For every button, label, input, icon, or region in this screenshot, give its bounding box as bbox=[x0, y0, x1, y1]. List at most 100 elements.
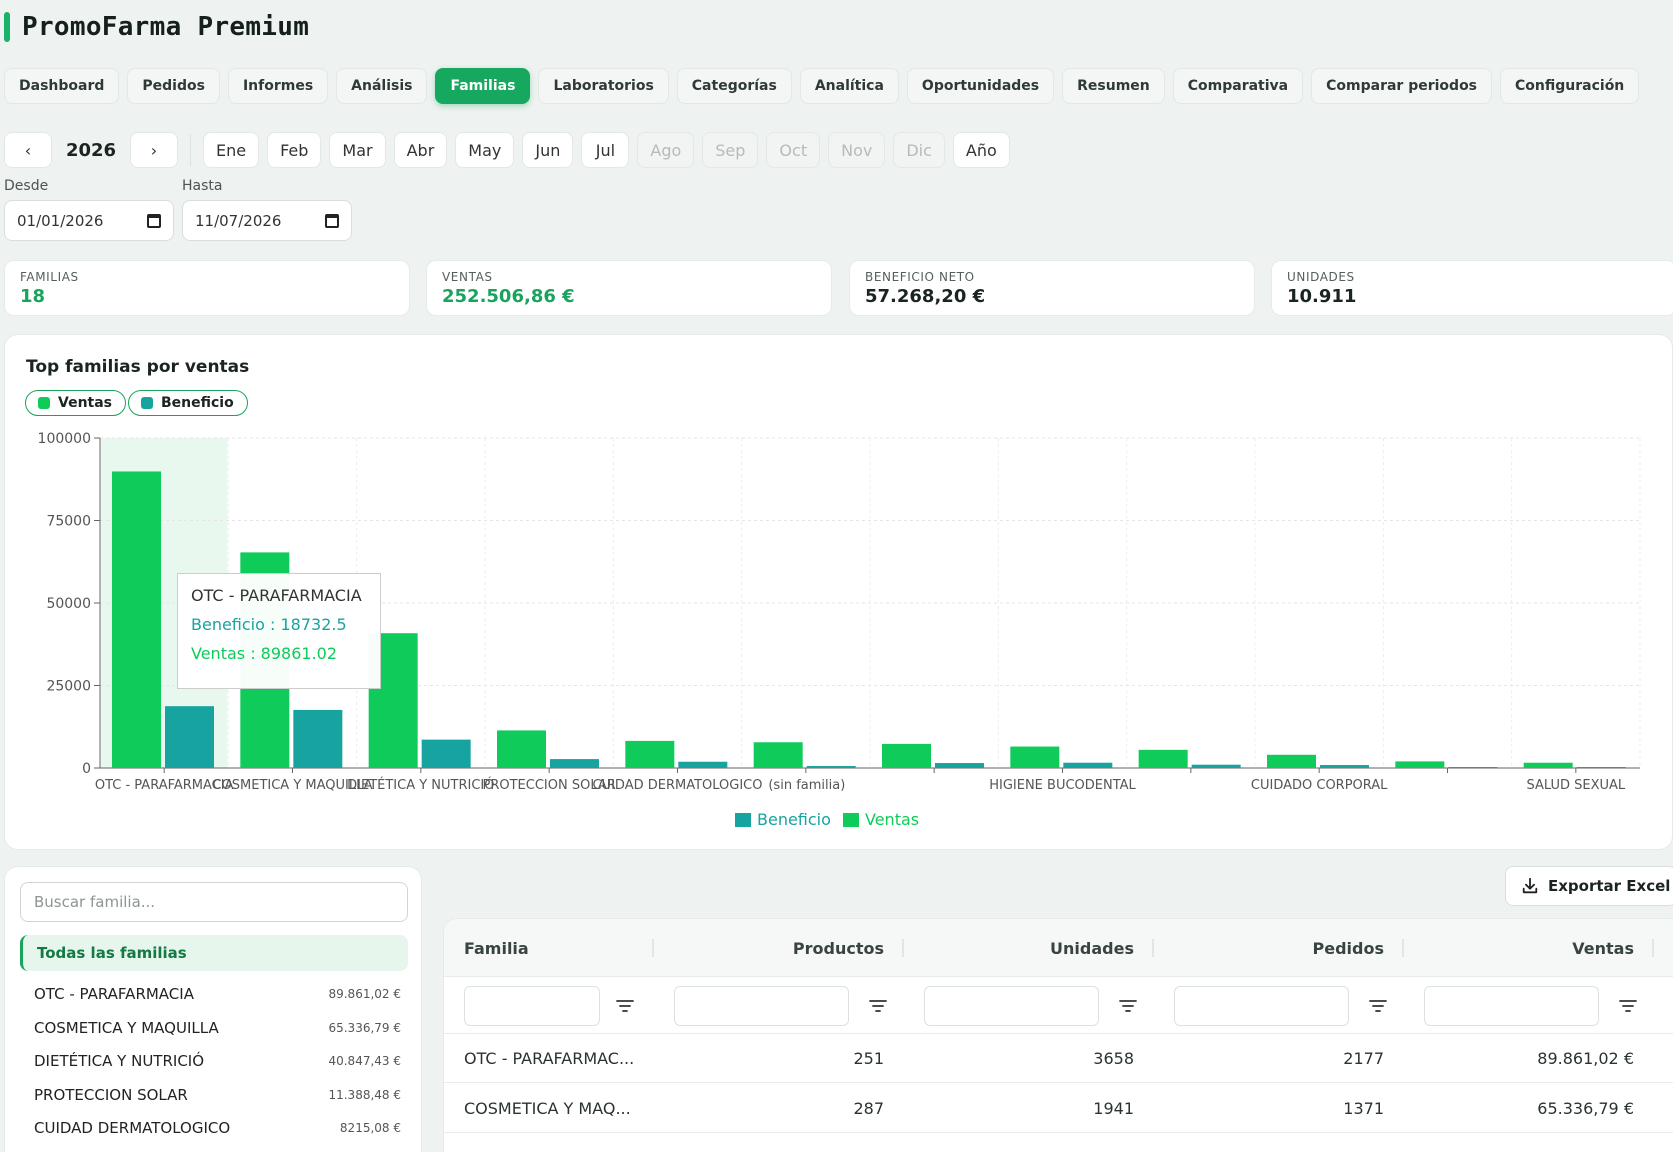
table-row[interactable]: COSMETICA Y MAQ... 287 1941 1371 65.336,79 € bbox=[444, 1084, 1673, 1133]
month-button-abr[interactable]: Abr bbox=[393, 132, 448, 168]
bar-ventas bbox=[1138, 749, 1188, 768]
tab-pedidos[interactable]: Pedidos bbox=[127, 68, 220, 104]
column-header-pedidos[interactable]: Pedidos bbox=[1312, 938, 1384, 958]
table-row[interactable]: OTC - PARAFARMAC... 251 3658 2177 89.861,02 … bbox=[444, 1034, 1673, 1083]
chart-tooltip: OTC - PARAFARMACIA Beneficio : 18732.5 V… bbox=[177, 573, 381, 689]
tab-laboratorios[interactable]: Laboratorios bbox=[538, 68, 669, 104]
from-date-label: Desde bbox=[4, 178, 49, 194]
bar-beneficio bbox=[1063, 762, 1113, 768]
x-tick-label: SALUD SEXUAL bbox=[1526, 778, 1625, 793]
calendar-icon[interactable] bbox=[325, 213, 339, 228]
family-list-item[interactable]: OTC - PARAFARMACIA 89.861,02 € bbox=[34, 978, 401, 1010]
column-separator[interactable] bbox=[652, 939, 654, 957]
toggle-beneficio[interactable]: Beneficio bbox=[128, 390, 248, 416]
column-separator[interactable] bbox=[902, 939, 904, 957]
column-separator[interactable] bbox=[1402, 939, 1404, 957]
column-filter-input[interactable] bbox=[674, 986, 849, 1026]
kpi-value: 18 bbox=[20, 286, 46, 307]
column-filter-input[interactable] bbox=[464, 986, 600, 1026]
tab-analítica[interactable]: Analítica bbox=[799, 68, 899, 104]
bar-beneficio bbox=[1576, 767, 1626, 768]
from-date-input[interactable]: 01/01/2026 bbox=[4, 200, 174, 241]
legend-swatch-ventas bbox=[843, 813, 859, 827]
month-button-jun[interactable]: Jun bbox=[522, 132, 574, 168]
filter-icon[interactable] bbox=[1619, 999, 1637, 1013]
y-tick-label: 75000 bbox=[46, 514, 91, 530]
column-separator[interactable] bbox=[1652, 939, 1654, 957]
from-date-value: 01/01/2026 bbox=[17, 211, 104, 230]
tab-comparar-periodos[interactable]: Comparar periodos bbox=[1311, 68, 1493, 104]
cell-pedidos: 1371 bbox=[1343, 1099, 1384, 1118]
column-header-familia[interactable]: Familia bbox=[464, 938, 529, 958]
tab-dashboard[interactable]: Dashboard bbox=[4, 68, 120, 104]
family-sales-value: 89.861,02 € bbox=[328, 987, 401, 1001]
filter-icon[interactable] bbox=[1369, 999, 1387, 1013]
bar-chart: 0 25000 50000 75000 100000 OTC - PARAFARMACIA… bbox=[38, 431, 1641, 829]
cell-productos: 287 bbox=[853, 1099, 884, 1118]
export-excel-button[interactable]: Exportar Excel bbox=[1505, 866, 1673, 906]
family-search-input[interactable]: Buscar familia... bbox=[20, 882, 408, 922]
x-tick-label: HIGIENE BUCODENTAL bbox=[989, 778, 1136, 793]
tab-oportunidades[interactable]: Oportunidades bbox=[906, 68, 1055, 104]
column-header-unidades[interactable]: Unidades bbox=[1050, 938, 1134, 958]
to-date-label: Hasta bbox=[182, 178, 223, 194]
column-filter-input[interactable] bbox=[1424, 986, 1599, 1026]
month-button-ago: Ago bbox=[637, 132, 695, 168]
kpi-card-familias: FAMILIAS 18 bbox=[4, 260, 410, 316]
family-list-item[interactable]: CUIDAD DERMATOLOGICO 8215,08 € bbox=[34, 1112, 401, 1144]
prev-year-button[interactable]: ‹ bbox=[4, 132, 52, 168]
bar-ventas bbox=[625, 740, 675, 768]
family-sales-value: 65.336,79 € bbox=[328, 1020, 401, 1035]
kpi-card-ventas: VENTAS 252.506,86 € bbox=[426, 260, 832, 316]
month-button-feb[interactable]: Feb bbox=[267, 132, 322, 168]
cell-unidades: 3658 bbox=[1093, 1049, 1134, 1068]
all-families-item[interactable]: Todas las familias bbox=[20, 935, 408, 971]
column-separator[interactable] bbox=[1152, 939, 1154, 957]
month-button-jul[interactable]: Jul bbox=[581, 132, 630, 168]
column-filter-input[interactable] bbox=[1174, 986, 1349, 1026]
y-tick-label: 100000 bbox=[38, 431, 91, 447]
bar-ventas bbox=[753, 742, 803, 768]
table-header: Familia Productos Unidades Pedidos Venta… bbox=[444, 919, 1673, 977]
calendar-icon[interactable] bbox=[147, 213, 161, 228]
families-panel: Buscar familia... Todas las familias OTC… bbox=[4, 866, 422, 1152]
tab-informes[interactable]: Informes bbox=[227, 68, 329, 104]
family-list-item[interactable]: DIETÉTICA Y NUTRICIÓ 40.847,43 € bbox=[34, 1045, 401, 1077]
tab-configuración[interactable]: Configuración bbox=[1500, 68, 1640, 104]
year-button[interactable]: Año bbox=[952, 132, 1010, 168]
filter-icon[interactable] bbox=[869, 999, 887, 1013]
from-date-field: Desde 01/01/2026 bbox=[4, 178, 174, 241]
cell-productos: 251 bbox=[853, 1049, 884, 1068]
family-list-item[interactable]: COSMETICA Y MAQUILLA 65.336,79 € bbox=[34, 1012, 401, 1044]
column-header-ventas[interactable]: Ventas bbox=[1572, 938, 1634, 958]
bar-beneficio bbox=[421, 739, 471, 768]
tab-comparativa[interactable]: Comparativa bbox=[1172, 68, 1304, 104]
to-date-input[interactable]: 11/07/2026 bbox=[182, 200, 352, 241]
month-button-may[interactable]: May bbox=[455, 132, 515, 168]
bar-beneficio bbox=[1320, 765, 1369, 768]
title-accent-bar bbox=[4, 12, 10, 42]
month-button-ene[interactable]: Ene bbox=[203, 132, 260, 168]
x-tick-label: OTC - PARAFARMACIA bbox=[95, 778, 234, 793]
year-display: 2026 bbox=[65, 139, 117, 161]
kpi-card-unidades: UNIDADES 10.911 bbox=[1271, 260, 1673, 316]
tab-análisis[interactable]: Análisis bbox=[336, 68, 428, 104]
month-button-mar[interactable]: Mar bbox=[329, 132, 386, 168]
tab-familias[interactable]: Familias bbox=[435, 68, 531, 104]
next-year-button[interactable]: › bbox=[130, 132, 178, 168]
filter-icon[interactable] bbox=[1119, 999, 1137, 1013]
family-name: OTC - PARAFARMACIA bbox=[34, 985, 194, 1003]
legend-label-beneficio: Beneficio bbox=[757, 810, 831, 829]
column-header-productos[interactable]: Productos bbox=[792, 938, 884, 958]
cell-ventas: 89.861,02 € bbox=[1537, 1049, 1634, 1068]
kpi-value: 252.506,86 € bbox=[442, 286, 575, 307]
filter-icon[interactable] bbox=[616, 999, 634, 1013]
bar-ventas bbox=[1010, 746, 1060, 768]
column-filter-input[interactable] bbox=[924, 986, 1099, 1026]
toggle-ventas[interactable]: Ventas bbox=[25, 390, 127, 416]
family-list-item[interactable]: PROTECCION SOLAR 11.388,48 € bbox=[34, 1079, 401, 1111]
filter-row bbox=[444, 977, 1673, 1034]
legend-label-ventas: Ventas bbox=[865, 810, 919, 829]
tab-resumen[interactable]: Resumen bbox=[1062, 68, 1165, 104]
tab-categorías[interactable]: Categorías bbox=[676, 68, 792, 104]
